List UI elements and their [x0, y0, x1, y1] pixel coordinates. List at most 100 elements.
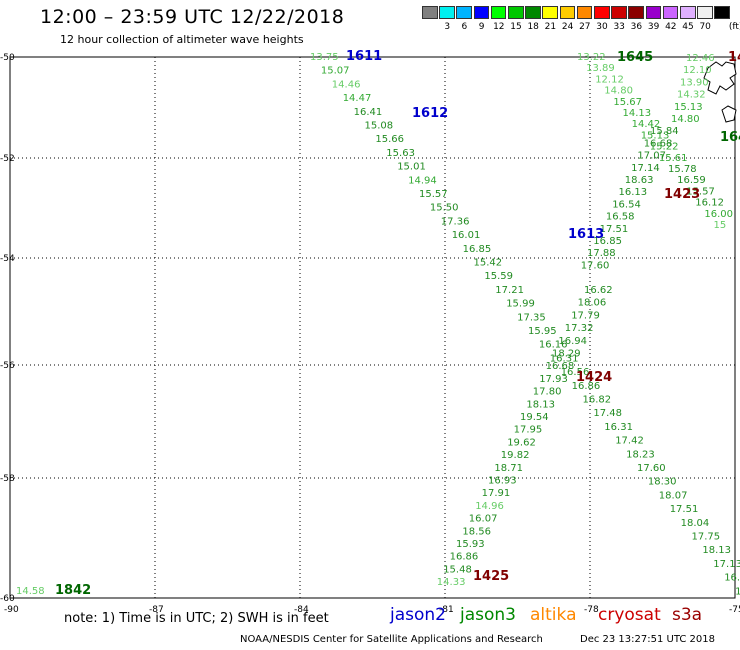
pass-id-label: 1611 [346, 49, 382, 64]
wave-height-value: 16 [735, 586, 740, 597]
wave-height-value: 18.63 [625, 175, 654, 186]
wave-height-value: 13.75 [310, 52, 339, 63]
legend-swatch [611, 6, 627, 19]
wave-height-value: 18.06 [578, 298, 607, 309]
wave-height-value: 16.93 [488, 476, 517, 487]
wave-height-value: 16.54 [612, 199, 641, 210]
wave-height-value: 14.47 [343, 93, 372, 104]
legend-swatch [576, 6, 593, 19]
wave-height-value: 18.23 [626, 449, 655, 460]
wave-height-value: 16.31 [604, 422, 633, 433]
pass-id-label: 1424 [576, 370, 612, 385]
wave-height-value: 19.54 [520, 412, 549, 423]
wave-height-value: 19.82 [501, 450, 530, 461]
wave-height-value: 15.95 [528, 326, 557, 337]
wave-height-value: 15.48 [443, 564, 472, 575]
timestamp: Dec 23 13:27:51 UTC 2018 [580, 634, 715, 645]
longitude-label: -87 [149, 605, 164, 615]
wave-height-value: 17.75 [692, 532, 721, 543]
wave-height-value: 15.66 [375, 134, 404, 145]
wave-height-value: 16.85 [593, 236, 622, 247]
wave-height-value: 17.35 [517, 312, 546, 323]
footer-note: note: 1) Time is in UTC; 2) SWH is in fe… [64, 611, 329, 626]
legend-label: 15 [510, 22, 522, 32]
wave-height-value: 16.85 [463, 244, 492, 255]
wave-height-value: 16.01 [452, 230, 481, 241]
pass-id-label: 14 [728, 50, 740, 65]
satellite-jason3: jason3 [460, 605, 516, 625]
satellite-cryosat: cryosat [598, 605, 661, 625]
latitude-label: -50 [0, 53, 15, 63]
legend-swatch [490, 6, 507, 19]
wave-height-value: 12.10 [683, 65, 712, 76]
page-subtitle: 12 hour collection of altimeter wave hei… [60, 33, 304, 46]
legend-label: 3 [444, 22, 451, 32]
wave-height-value: 16.12 [695, 198, 724, 209]
pass-id-label: 164 [720, 130, 740, 145]
satellite-altika: altika [530, 605, 577, 625]
wave-height-value: 17.14 [631, 163, 660, 174]
legend-label: 42 [665, 22, 677, 32]
wave-height-value: 15.07 [321, 66, 350, 77]
latitude-label: -58 [0, 474, 15, 484]
wave-height-value: 15.59 [484, 271, 513, 282]
wave-height-value: 13.89 [586, 63, 615, 74]
wave-height-value: 12.12 [595, 74, 624, 85]
wave-height-value: 16.13 [619, 187, 648, 198]
wave-height-value: 17.60 [581, 260, 610, 271]
wave-height-value: 18.29 [552, 349, 581, 360]
wave-height-value: 15.78 [668, 164, 697, 175]
wave-height-value: 16.31 [550, 353, 579, 364]
wave-height-value: 17.36 [441, 216, 470, 227]
wave-height-value: 12.46 [686, 53, 715, 64]
wave-height-value: 18.04 [681, 518, 710, 529]
pass-id-label: 1645 [617, 50, 653, 65]
legend-label: 9 [478, 22, 485, 32]
wave-height-value: 16.62 [584, 285, 613, 296]
wave-height-value: 16.68 [546, 361, 575, 372]
wave-height-value: 18.56 [462, 526, 491, 537]
legend-label: 27 [579, 22, 591, 32]
wave-height-value: 15.13 [641, 130, 670, 141]
wave-height-value: 16.93 [724, 573, 740, 584]
wave-height-value: 16.41 [354, 107, 383, 118]
wave-height-value: 16.86 [572, 381, 601, 392]
wave-height-value: 14.80 [671, 114, 700, 125]
wave-height-value: 15.61 [659, 153, 688, 164]
legend-swatch [456, 6, 472, 19]
wave-height-value: 15.50 [430, 203, 459, 214]
latitude-label: -60 [0, 594, 15, 604]
pass-id-label: 1613 [568, 227, 604, 242]
legend-label: 21 [544, 22, 557, 32]
wave-height-value: 17.07 [637, 151, 666, 162]
wave-height-value: 14.96 [475, 501, 504, 512]
wave-height-value: 14.13 [623, 108, 652, 119]
credit-line: NOAA/NESDIS Center for Satellite Applica… [240, 634, 543, 645]
wave-height-value: 18.13 [526, 399, 555, 410]
page-title: 12:00 – 23:59 UTC 12/22/2018 [40, 6, 345, 28]
pass-id-label: 1612 [412, 106, 448, 121]
legend-swatch [439, 6, 455, 19]
wave-height-value: 17.60 [637, 463, 666, 474]
pass-id-label: 1423 [664, 187, 700, 202]
wave-height-value: 16.58 [606, 212, 635, 223]
legend-swatch [662, 6, 679, 19]
legend-label: 18 [527, 22, 539, 32]
wave-height-value: 17.51 [600, 224, 629, 235]
wave-height-value: 15.57 [686, 186, 715, 197]
map-frame [9, 56, 736, 599]
wave-height-value: 16.86 [450, 552, 479, 563]
wave-height-value: 15.57 [419, 189, 448, 200]
wave-height-value: 16.00 [704, 209, 733, 220]
wave-height-value: 16.56 [561, 367, 590, 378]
wave-height-value: 16.59 [677, 175, 706, 186]
wave-height-value: 15.22 [650, 142, 679, 153]
legend-label: 33 [613, 22, 625, 32]
wave-height-value: 15.01 [397, 162, 426, 173]
satellite-s3a: s3a [672, 605, 703, 625]
wave-height-value: 17.42 [615, 436, 644, 447]
longitude-label: -75 [729, 605, 740, 615]
longitude-label: -81 [439, 605, 454, 615]
